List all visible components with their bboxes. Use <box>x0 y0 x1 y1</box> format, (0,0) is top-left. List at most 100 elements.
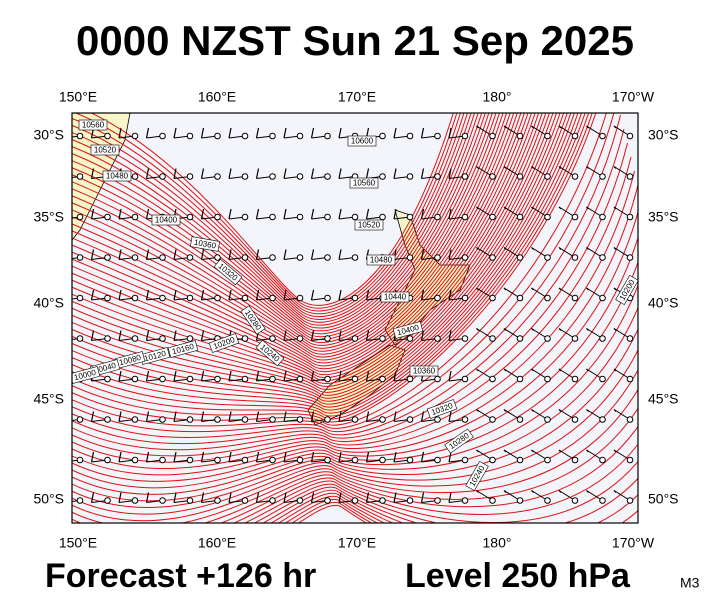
barb-station <box>131 456 139 464</box>
barb-station <box>159 416 166 423</box>
barb-station <box>241 132 249 140</box>
contour-label-box <box>240 305 266 335</box>
barb-station <box>544 173 551 180</box>
barb-station <box>241 213 249 221</box>
barb-flag <box>64 290 66 300</box>
contour-line <box>72 113 475 323</box>
barb-flag <box>420 249 425 260</box>
barb-flag <box>255 168 260 179</box>
barb-flag <box>503 166 507 169</box>
barb-station <box>434 213 441 221</box>
barb-flag <box>338 127 342 139</box>
barb-station <box>186 335 194 342</box>
barb-flag <box>365 330 370 341</box>
barb-station <box>544 132 551 140</box>
map-frame <box>71 112 639 524</box>
barb-flag <box>503 247 507 250</box>
contour-line <box>277 495 386 523</box>
barb-station <box>76 132 84 140</box>
barb-station <box>324 335 331 342</box>
contour-line <box>72 113 525 364</box>
contour-line <box>253 486 638 523</box>
barb-station <box>461 375 469 383</box>
barb-station <box>489 497 496 504</box>
barb-flag <box>228 249 232 260</box>
barb-station <box>104 132 111 140</box>
contour-label: 10400 <box>392 321 424 339</box>
barb-station <box>571 456 579 464</box>
lat-label-left: 30°S <box>33 127 64 143</box>
barb-flag <box>173 411 177 422</box>
barb-station <box>544 497 551 504</box>
barb-flag <box>558 490 562 493</box>
barb-station <box>214 213 221 221</box>
barb-flag <box>283 208 287 220</box>
barb-flag <box>90 492 95 503</box>
contour-line <box>72 114 621 433</box>
barb-flag <box>586 166 589 169</box>
barb-station <box>76 294 84 302</box>
contour-label-text: 10480 <box>370 256 393 265</box>
barb-station <box>269 416 276 423</box>
barb-flag <box>145 370 150 382</box>
lat-label-left: 50°S <box>33 491 64 507</box>
barb-station <box>379 213 386 221</box>
barb-station <box>599 456 606 464</box>
barb-flag <box>228 451 232 463</box>
contour-label-text: 10360 <box>193 238 217 251</box>
contour-line <box>219 443 638 523</box>
barb-flag <box>420 492 425 503</box>
contour-label: 10360 <box>189 236 221 252</box>
barb-station <box>406 497 414 504</box>
barb-flag <box>173 370 177 382</box>
wind-barbs <box>64 125 634 504</box>
barb-flag <box>310 451 315 463</box>
barb-flag <box>228 289 232 301</box>
barb-station <box>571 173 579 180</box>
barb-flag <box>503 368 507 372</box>
barb-station <box>131 375 139 383</box>
barb-station <box>516 335 524 342</box>
barb-station <box>214 375 221 383</box>
contour-label-box <box>102 170 132 182</box>
barb-flag <box>255 411 260 422</box>
barb-flag <box>558 247 562 250</box>
contour-label: 10360 <box>409 365 439 377</box>
barb-station <box>406 335 414 342</box>
barb-station <box>626 497 634 504</box>
barb-station <box>131 294 139 302</box>
barb-flag <box>338 330 342 341</box>
contour-line <box>72 113 490 335</box>
barb-station <box>131 416 139 423</box>
barb-flag <box>90 411 95 422</box>
barb-flag <box>531 287 534 291</box>
barb-flag <box>558 368 562 372</box>
contour-label: 10520 <box>90 144 120 156</box>
barb-flag <box>393 208 397 220</box>
barb-station <box>324 213 331 221</box>
barb-station <box>516 497 524 504</box>
barb-station <box>626 416 634 423</box>
contour-label-box <box>255 339 285 367</box>
barb-flag <box>228 168 232 179</box>
barb-station <box>186 375 194 383</box>
barb-station <box>351 213 359 221</box>
contour-line <box>243 477 638 523</box>
barb-flag <box>448 411 452 422</box>
barb-flag <box>310 492 315 503</box>
barb-flag <box>200 289 205 301</box>
barb-flag <box>145 330 150 341</box>
barb-station <box>516 254 524 261</box>
barb-station <box>269 213 276 221</box>
barb-flag <box>338 249 342 260</box>
barb-station <box>489 294 496 302</box>
contour-line <box>72 113 586 414</box>
barb-flag <box>420 451 425 463</box>
level-label: Level 250 hPa <box>405 557 631 595</box>
barb-station <box>186 213 194 221</box>
lon-label-bottom: 170°W <box>612 535 655 551</box>
lat-label-left: 45°S <box>33 391 64 407</box>
barb-station <box>461 254 469 261</box>
barb-station <box>296 456 304 464</box>
barb-flag <box>613 490 617 493</box>
